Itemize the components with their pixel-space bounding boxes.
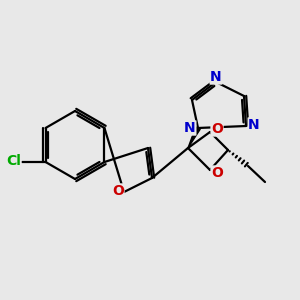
Text: Cl: Cl	[6, 154, 21, 168]
Polygon shape	[188, 127, 200, 148]
Text: N: N	[248, 118, 260, 132]
Text: O: O	[211, 166, 223, 180]
Text: N: N	[210, 70, 222, 84]
Text: N: N	[184, 121, 196, 135]
Text: O: O	[211, 122, 223, 136]
Text: O: O	[112, 184, 124, 198]
